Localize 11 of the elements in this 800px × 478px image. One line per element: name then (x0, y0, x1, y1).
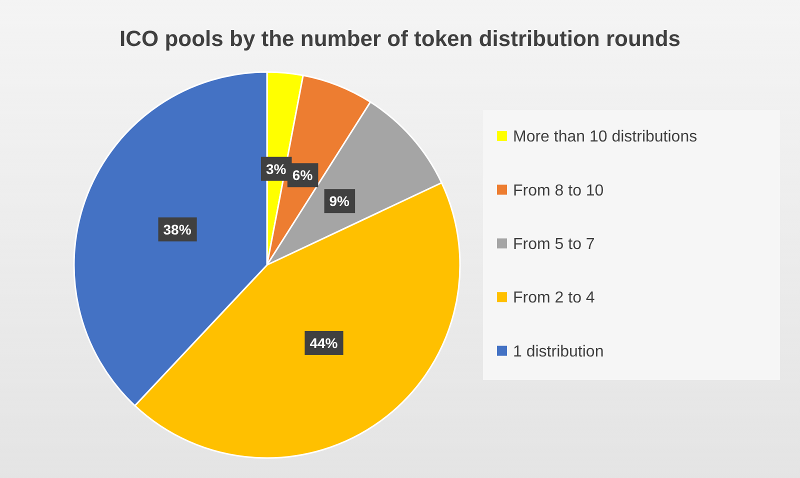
data-label: 3% (266, 160, 287, 177)
legend-label: From 2 to 4 (513, 290, 595, 307)
legend-label: 1 distribution (513, 343, 604, 360)
data-label: 38% (163, 221, 192, 238)
data-label: 6% (292, 167, 314, 184)
data-label: 9% (329, 193, 350, 210)
legend-label: From 8 to 10 (513, 182, 604, 200)
data-label: 44% (310, 334, 338, 351)
legend-label: From 5 to 7 (513, 236, 595, 253)
chart-title: ICO pools by the number of token distribution rounds (120, 26, 680, 51)
legend-label: More than 10 distributions (513, 128, 698, 146)
